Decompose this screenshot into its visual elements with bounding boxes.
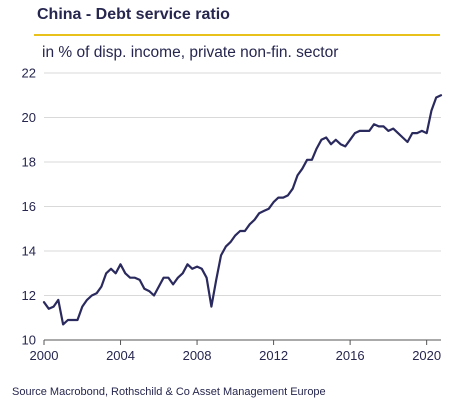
y-tick-label-16: 16 <box>22 199 36 214</box>
series-line-0 <box>42 94 443 326</box>
gridlines <box>44 72 441 296</box>
y-tick-label-22: 22 <box>22 66 36 81</box>
x-tick-label-2012: 2012 <box>259 348 288 363</box>
x-tick-label-2016: 2016 <box>336 348 365 363</box>
y-tick-label-18: 18 <box>22 155 36 170</box>
x-tick-label-2000: 2000 <box>30 348 59 363</box>
series-layer <box>42 94 443 326</box>
title-underline <box>34 34 440 36</box>
y-tick-label-12: 12 <box>22 288 36 303</box>
chart-title: China - Debt service ratio <box>37 6 230 23</box>
x-tick-label-2020: 2020 <box>412 348 441 363</box>
y-tick-label-20: 20 <box>22 110 36 125</box>
source-note: Source Macrobond, Rothschild & Co Asset … <box>12 386 326 398</box>
x-tick-label-2004: 2004 <box>106 348 135 363</box>
x-tick-label-2008: 2008 <box>183 348 212 363</box>
chart-subtitle: in % of disp. income, private non-fin. s… <box>42 44 339 61</box>
y-tick-label-10: 10 <box>22 333 36 348</box>
title-underline-bar <box>34 34 440 36</box>
y-tick-label-14: 14 <box>22 244 36 259</box>
axes <box>43 339 441 345</box>
x-tick-labels: 2000 2004 2008 2012 2016 2020 <box>30 348 442 363</box>
y-tick-labels: 10 12 14 16 18 20 22 <box>22 66 36 348</box>
